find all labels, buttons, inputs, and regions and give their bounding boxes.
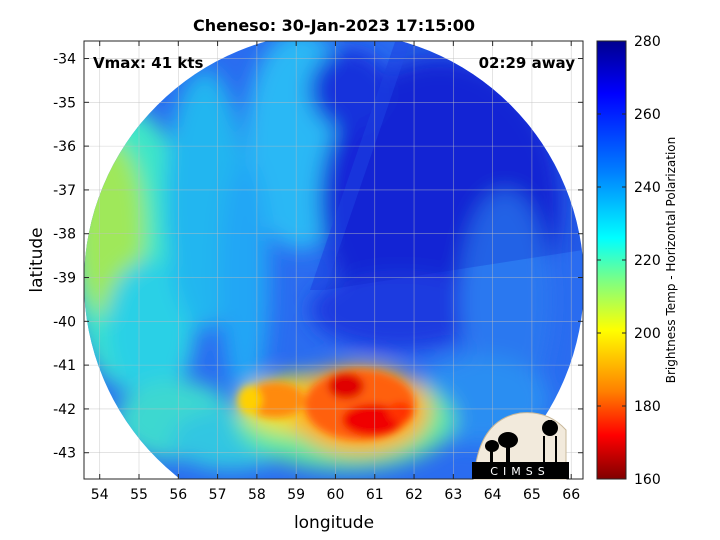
time-away-annotation: 02:29 away bbox=[479, 54, 576, 72]
colorbar-tick-label: 280 bbox=[634, 34, 661, 50]
x-axis: 54 55 56 57 58 59 60 61 62 63 64 65 66 bbox=[91, 41, 580, 503]
x-tick-label: 61 bbox=[366, 487, 384, 503]
y-tick-label: -41 bbox=[53, 358, 76, 374]
x-tick-label: 60 bbox=[327, 487, 345, 503]
x-axis-label: longitude bbox=[294, 513, 374, 533]
chart-title: Cheneso: 30-Jan-2023 17:15:00 bbox=[193, 16, 475, 35]
y-tick-label: -35 bbox=[53, 95, 76, 111]
axes-frame bbox=[83, 40, 584, 480]
colorbar-tick-label: 220 bbox=[634, 253, 661, 269]
x-tick-label: 57 bbox=[209, 487, 227, 503]
x-tick-label: 63 bbox=[444, 487, 462, 503]
y-tick-label: -37 bbox=[53, 183, 76, 199]
colorbar-tick-label: 200 bbox=[634, 326, 661, 342]
x-tick-label: 56 bbox=[169, 487, 187, 503]
colorbar-tick-label: 180 bbox=[634, 399, 661, 415]
colorbar-tick-label: 260 bbox=[634, 107, 661, 123]
colorbar-ticks: 280 260 240 220 200 180 160 bbox=[597, 34, 661, 488]
colorbar: 280 260 240 220 200 180 160 Brightness Temp - … bbox=[596, 34, 678, 488]
x-tick-label: 59 bbox=[287, 487, 305, 503]
x-tick-label: 66 bbox=[562, 487, 580, 503]
vmax-annotation: Vmax: 41 kts bbox=[93, 54, 203, 72]
x-tick-label: 62 bbox=[405, 487, 423, 503]
heatmap-swath bbox=[84, 41, 583, 479]
y-tick-label: -34 bbox=[53, 52, 76, 68]
cimss-logo: CIMSS bbox=[472, 412, 569, 480]
logo-text: CIMSS bbox=[490, 465, 549, 478]
y-tick-label: -42 bbox=[53, 402, 76, 418]
colorbar-gradient bbox=[596, 40, 627, 480]
y-tick-label: -38 bbox=[53, 227, 76, 243]
x-tick-label: 58 bbox=[248, 487, 266, 503]
x-tick-label: 65 bbox=[523, 487, 541, 503]
plot-area: 54 55 56 57 58 59 60 61 62 63 64 65 66 -34-35-36-37-… bbox=[53, 40, 584, 503]
y-tick-label: -40 bbox=[53, 314, 76, 330]
y-tick-label: -43 bbox=[53, 446, 76, 462]
y-tick-label: -39 bbox=[53, 271, 76, 287]
y-axis-label: latitude bbox=[27, 227, 47, 292]
y-axis: -34 -35 -36 -37 -38 -39 -40 -41 -42 -43 bbox=[53, 52, 583, 462]
colorbar-tick-label: 240 bbox=[634, 180, 661, 196]
y-tick-label: -36 bbox=[53, 139, 76, 155]
colorbar-tick-label: 160 bbox=[634, 472, 661, 488]
x-tick-label: 54 bbox=[91, 487, 109, 503]
x-tick-label: 55 bbox=[130, 487, 148, 503]
x-tick-label: 64 bbox=[484, 487, 502, 503]
colorbar-label: Brightness Temp - Horizontal Polarizatio… bbox=[664, 137, 678, 384]
